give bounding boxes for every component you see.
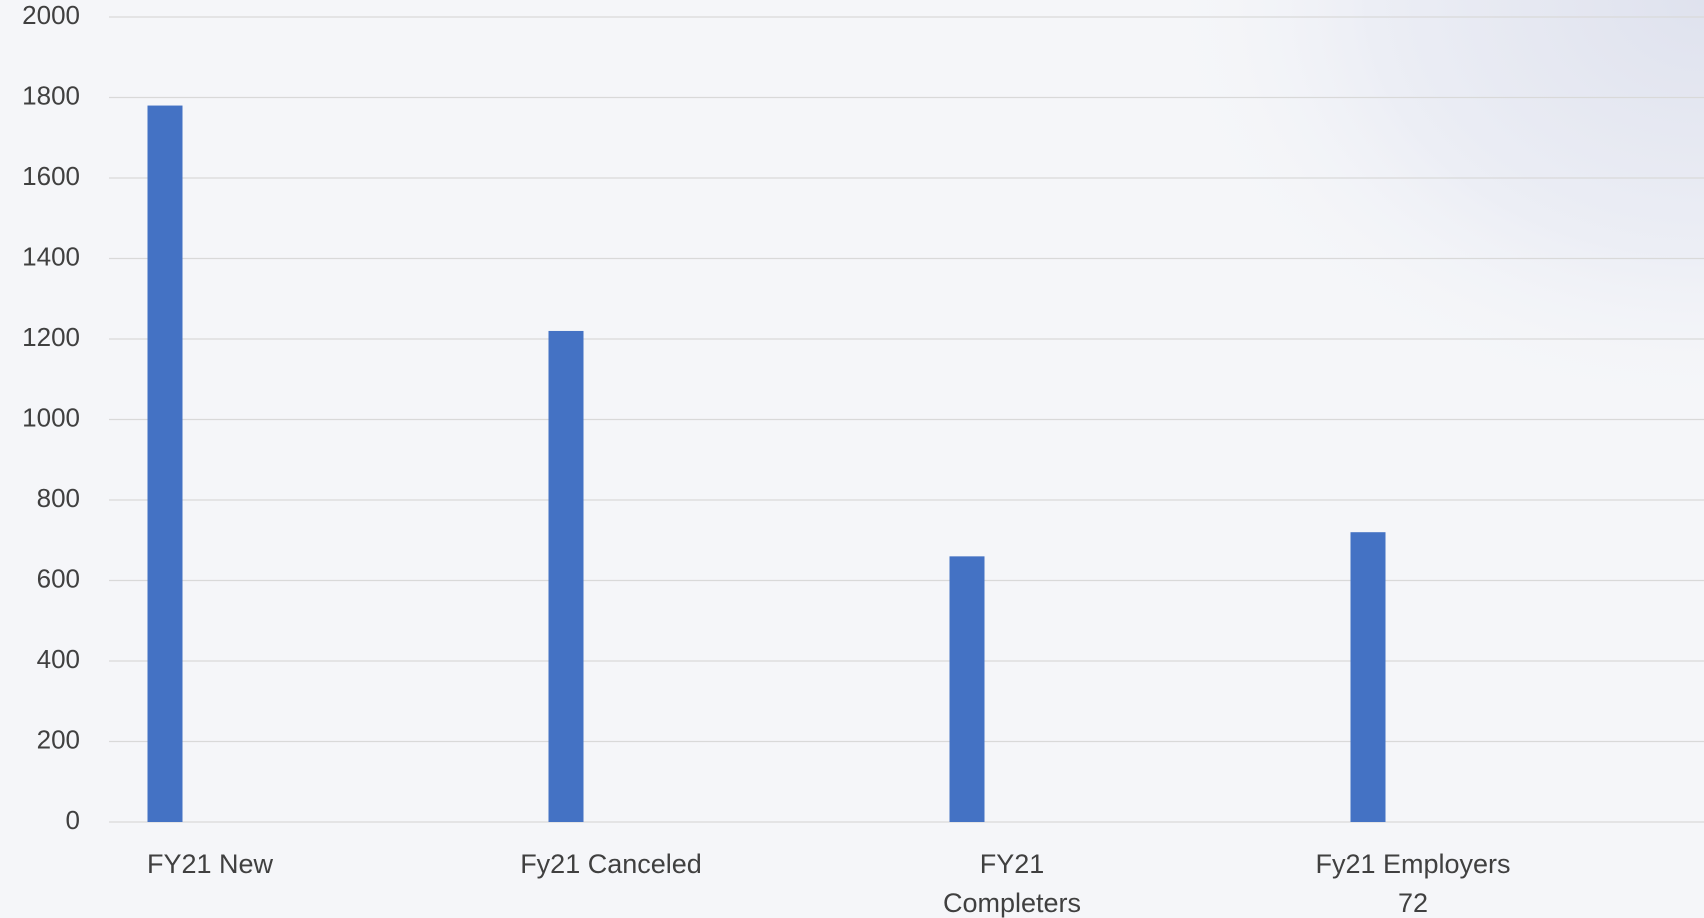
y-tick-label: 0 xyxy=(66,805,80,835)
y-tick-label: 1000 xyxy=(22,402,80,432)
y-tick-label: 600 xyxy=(37,563,80,593)
y-tick-label: 1600 xyxy=(22,161,80,191)
y-tick-label: 1200 xyxy=(22,322,80,352)
y-tick-label: 200 xyxy=(37,724,80,754)
bar xyxy=(1351,532,1386,822)
bar xyxy=(549,331,584,822)
x-tick-label: Fy21 Employers 72 xyxy=(1308,845,1518,918)
chart: 0 200 400 600 800 1000 1200 1400 1600 1800 2000 xyxy=(0,0,1704,918)
bar xyxy=(950,556,985,822)
x-tick-label: Fy21 Canceled xyxy=(506,845,716,884)
y-tick-label: 1400 xyxy=(22,241,80,271)
y-tick-label: 1800 xyxy=(22,80,80,110)
y-tick-label: 2000 xyxy=(22,0,80,30)
y-tick-label: 400 xyxy=(37,644,80,674)
chart-page: 0 200 400 600 800 1000 1200 1400 1600 1800 2000 FY… xyxy=(0,0,1704,918)
background-decoration xyxy=(780,0,1704,700)
x-tick-label: FY21 Completers xyxy=(907,845,1117,918)
bar xyxy=(148,106,183,822)
x-tick-label: FY21 New xyxy=(105,845,315,884)
y-tick-label: 800 xyxy=(37,483,80,513)
